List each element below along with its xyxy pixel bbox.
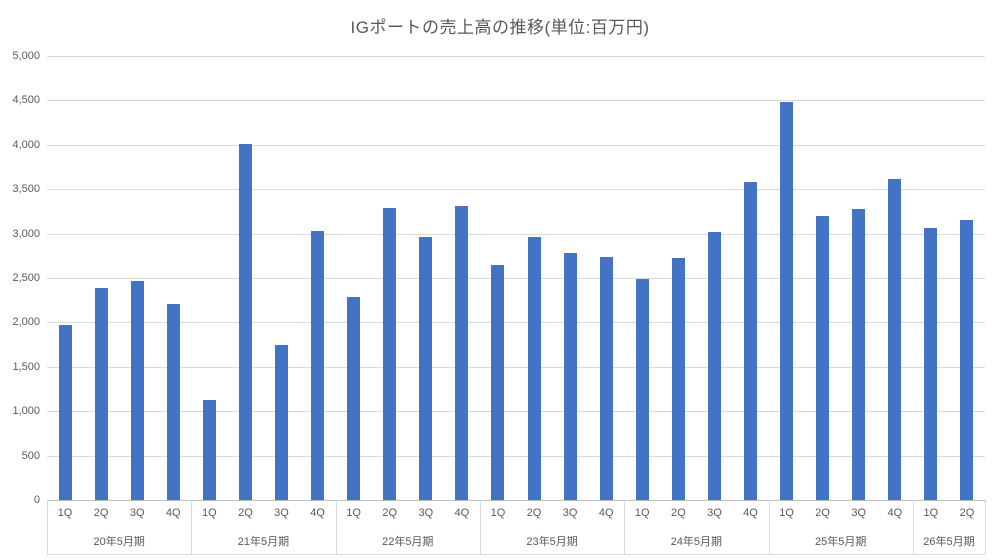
bar-24年5月期-1Q <box>635 279 649 500</box>
y-axis-tick-label: 500 <box>21 449 40 462</box>
x-axis-year-label: 25年5月期 <box>815 536 867 548</box>
x-axis-group-separator <box>985 500 986 554</box>
y-axis-tick-label: 5,000 <box>12 50 40 62</box>
x-axis-year-label: 24年5月期 <box>670 536 723 548</box>
bar-25年5月期-2Q <box>816 216 830 500</box>
x-axis-quarter-label: 1Q <box>779 507 794 519</box>
gridline-5000 <box>47 56 985 57</box>
gridline-3500 <box>47 189 985 191</box>
bar-25年5月期-4Q <box>888 179 902 500</box>
gridline-2000 <box>47 322 985 324</box>
bar-21年5月期-1Q <box>202 400 216 500</box>
x-axis-year-label: 20年5月期 <box>93 536 145 548</box>
bar-24年5月期-3Q <box>707 232 721 500</box>
x-axis-quarter-label: 4Q <box>454 507 470 519</box>
bar-21年5月期-4Q <box>311 231 325 500</box>
x-axis-group-separator <box>191 500 192 554</box>
gridline-4500 <box>47 100 985 102</box>
x-axis-quarter-label: 2Q <box>382 507 398 519</box>
x-axis-quarter-label: 2Q <box>238 507 253 519</box>
gridline-500 <box>47 455 985 457</box>
y-axis-tick-label: 0 <box>33 494 40 506</box>
bar-24年5月期-4Q <box>744 182 757 500</box>
x-axis-quarter-label: 2Q <box>815 507 830 519</box>
bar-20年5月期-4Q <box>166 304 180 500</box>
x-axis-year-label: 23年5月期 <box>526 536 578 548</box>
x-axis-quarter-label: 2Q <box>959 507 975 519</box>
gridline-4000 <box>47 144 985 146</box>
y-axis-tick-label: 3,500 <box>12 183 40 196</box>
x-axis-bottom-border <box>47 554 985 555</box>
x-axis-year-label: 21年5月期 <box>237 536 290 548</box>
x-axis-quarter-label: 1Q <box>346 507 361 519</box>
x-axis-year-label: 22年5月期 <box>382 536 434 548</box>
x-axis-year-label: 26年5月期 <box>923 536 975 548</box>
bar-24年5月期-2Q <box>671 258 685 500</box>
x-axis-quarter-label: 4Q <box>165 507 181 519</box>
gridline-1000 <box>47 411 985 413</box>
chart-title: IGポートの売上高の推移(単位:百万円) <box>350 18 650 37</box>
bar-26年5月期-2Q <box>960 220 974 500</box>
bar-23年5月期-3Q <box>563 253 577 500</box>
bar-22年5月期-2Q <box>383 208 397 500</box>
x-axis-quarter-label: 1Q <box>490 507 506 519</box>
bar-22年5月期-4Q <box>455 206 469 500</box>
x-axis-line <box>47 500 985 501</box>
x-axis-group-separator <box>913 500 914 554</box>
bar-21年5月期-3Q <box>275 345 288 500</box>
x-axis-quarter-label: 3Q <box>418 507 434 519</box>
x-axis-group-separator <box>769 500 770 554</box>
bar-22年5月期-3Q <box>419 237 433 500</box>
bar-22年5月期-1Q <box>347 297 361 500</box>
bar-20年5月期-1Q <box>58 325 72 500</box>
x-axis-quarter-label: 4Q <box>743 507 758 519</box>
x-axis-quarter-label: 3Q <box>562 507 578 519</box>
y-axis-tick-label: 1,500 <box>12 360 40 373</box>
x-axis-quarter-label: 1Q <box>634 507 650 519</box>
gridline-3000 <box>47 233 985 235</box>
bar-23年5月期-2Q <box>527 237 541 500</box>
x-axis-group-separator <box>336 500 337 554</box>
y-axis-tick-label: 2,000 <box>12 316 40 329</box>
bar-23年5月期-1Q <box>491 265 505 500</box>
x-axis-quarter-label: 4Q <box>310 507 325 519</box>
x-axis-group-separator <box>480 500 481 554</box>
bar-21年5月期-2Q <box>238 144 252 500</box>
y-axis-tick-label: 2,500 <box>12 272 40 284</box>
bar-25年5月期-1Q <box>780 102 794 500</box>
y-axis-tick-label: 4,000 <box>12 138 40 151</box>
x-axis-quarter-label: 2Q <box>93 507 109 519</box>
x-axis-quarter-label: 3Q <box>274 507 289 519</box>
x-axis-quarter-label: 1Q <box>923 507 939 519</box>
gridline-2500 <box>47 278 985 279</box>
y-axis-tick-label: 1,000 <box>12 405 40 418</box>
bar-25年5月期-3Q <box>852 209 866 500</box>
x-axis-quarter-label: 2Q <box>671 507 686 519</box>
x-axis-quarter-label: 4Q <box>887 507 903 519</box>
x-axis-group-separator <box>624 500 625 554</box>
x-axis-quarter-label: 1Q <box>202 507 217 519</box>
bar-26年5月期-1Q <box>924 228 938 500</box>
y-axis-tick-label: 3,000 <box>12 227 40 240</box>
x-axis-quarter-label: 3Q <box>129 507 145 519</box>
y-axis-tick-label: 4,500 <box>12 94 40 107</box>
x-axis-quarter-label: 2Q <box>526 507 542 519</box>
bar-20年5月期-2Q <box>94 288 108 500</box>
gridline-1500 <box>47 366 985 368</box>
x-axis-quarter-label: 1Q <box>57 507 73 519</box>
bar-20年5月期-3Q <box>130 281 144 500</box>
x-axis-quarter-label: 3Q <box>851 507 867 519</box>
bar-23年5月期-4Q <box>599 257 613 500</box>
x-axis-quarter-label: 3Q <box>707 507 722 519</box>
x-axis-group-separator <box>47 500 48 554</box>
x-axis-quarter-label: 4Q <box>598 507 614 519</box>
